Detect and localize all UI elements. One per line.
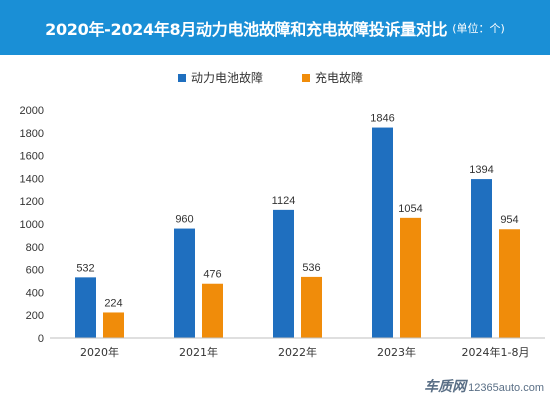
data-label-2-1: 224 — [104, 297, 122, 309]
x-tick-label-5: 2024年1-8月 — [462, 345, 530, 359]
watermark-logo: 车质网 12365auto.com — [424, 376, 544, 396]
data-label-2-5: 954 — [500, 214, 518, 226]
y-tick-label: 1200 — [20, 196, 44, 208]
data-label-2-3: 536 — [302, 262, 320, 274]
bar-2-5 — [499, 229, 520, 338]
y-tick-label: 1400 — [20, 173, 44, 185]
y-tick-label: 1600 — [20, 151, 44, 163]
watermark-brand: 车质网 — [424, 379, 467, 395]
bar-1-3 — [273, 209, 294, 338]
data-label-1-4: 1846 — [370, 113, 394, 125]
x-tick-label-3: 2022年 — [278, 345, 317, 359]
x-axis: 2020年 2021年 2022年 2023年 2024年1-8月 — [50, 337, 545, 359]
data-label-1-2: 960 — [175, 214, 193, 226]
unit-label: (单位：个) — [452, 21, 505, 35]
data-label-1-3: 1124 — [272, 195, 296, 207]
y-axis: 0 200 400 600 800 1000 1200 1400 1600 1800 2000 — [20, 105, 44, 345]
legend-label-1: 动力电池故障 — [191, 70, 263, 85]
data-label-1-5: 1394 — [469, 164, 493, 176]
y-tick-label: 2000 — [20, 105, 44, 117]
x-tick-label-4: 2023年 — [377, 345, 416, 359]
bar-1-2 — [174, 228, 195, 338]
bar-2-4 — [400, 217, 421, 338]
bar-2-3 — [301, 276, 322, 338]
legend-label-2: 充电故障 — [315, 70, 363, 85]
watermark-site: 12365auto.com — [468, 382, 544, 394]
y-tick-label: 1800 — [20, 128, 44, 140]
y-tick-label: 1000 — [20, 219, 44, 231]
legend-swatch-1 — [178, 74, 186, 82]
y-tick-label: 400 — [26, 287, 44, 299]
chart-title-bar: 2020年-2024年8月动力电池故障和充电故障投诉量对比 (单位：个) — [0, 0, 550, 55]
data-label-1-1: 532 — [76, 262, 94, 274]
bar-2-1 — [103, 312, 124, 338]
data-label-2-4: 1054 — [398, 203, 422, 215]
y-tick-label: 0 — [38, 333, 44, 345]
chart-title: 2020年-2024年8月动力电池故障和充电故障投诉量对比 — [45, 19, 448, 39]
data-labels: 532 224 960 476 1124 536 1846 1054 1394 954 — [76, 113, 518, 310]
bar-chart: 动力电池故障 充电故障 0 200 400 600 800 1000 1200 1400 1600… — [20, 70, 545, 359]
y-tick-label: 200 — [26, 310, 44, 322]
y-tick-label: 600 — [26, 265, 44, 277]
x-tick-label-1: 2020年 — [80, 345, 119, 359]
bar-1-1 — [75, 277, 96, 338]
bar-2-2 — [202, 283, 223, 338]
legend: 动力电池故障 充电故障 — [178, 70, 363, 85]
x-tick-label-2: 2021年 — [179, 345, 218, 359]
bars — [75, 127, 520, 338]
y-tick-label: 800 — [26, 242, 44, 254]
data-label-2-2: 476 — [203, 269, 221, 281]
bar-1-5 — [471, 179, 492, 338]
bar-1-4 — [372, 127, 393, 338]
legend-swatch-2 — [302, 74, 310, 82]
